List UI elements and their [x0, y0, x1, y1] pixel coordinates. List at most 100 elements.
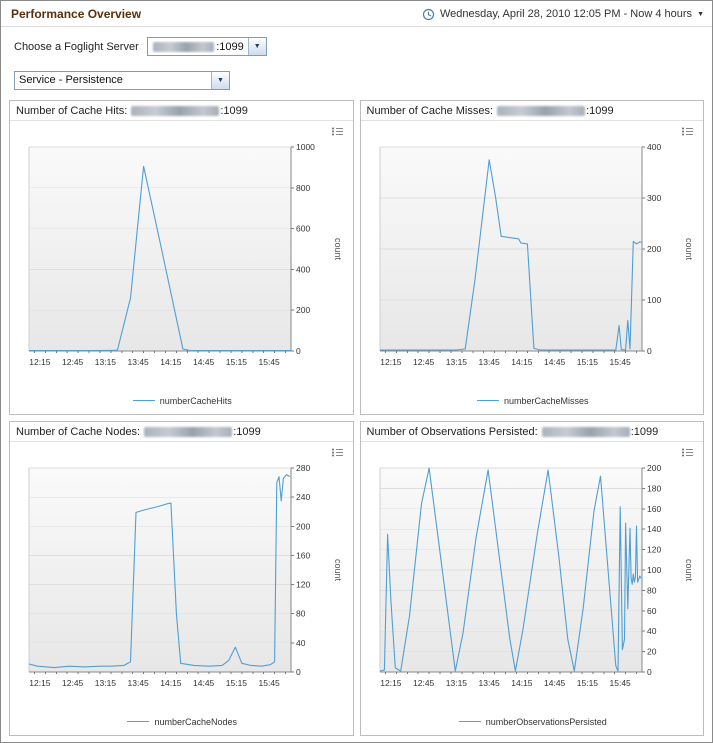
server-combobox-value: :1099	[148, 41, 248, 53]
panel-cache-hits: Number of Cache Hits: :1099 0 200 400 600 80…	[9, 99, 354, 415]
clock-icon	[422, 8, 435, 21]
svg-text:1000: 1000	[296, 142, 315, 152]
server-combobox[interactable]: :1099 ▼	[146, 37, 267, 56]
legend-label: numberCacheNodes	[154, 716, 238, 727]
panel-cache-nodes: Number of Cache Nodes: :1099 0 40 80 120 160…	[9, 420, 354, 736]
redacted-server-name	[131, 105, 220, 116]
redacted-server-name	[541, 426, 630, 437]
redacted-server-name	[144, 426, 233, 437]
chart-menu-icon[interactable]	[331, 447, 344, 458]
svg-text:160: 160	[296, 550, 310, 560]
svg-text:0: 0	[647, 346, 652, 356]
svg-text:14:15: 14:15	[511, 357, 533, 367]
panel-title-text: Number of Cache Hits:	[16, 104, 128, 117]
redacted-server-name	[152, 41, 215, 52]
server-combobox-caret-icon[interactable]: ▼	[247, 38, 266, 55]
svg-text:12:45: 12:45	[413, 678, 435, 688]
legend-line-icon	[127, 721, 150, 722]
legend-label: numberCacheHits	[159, 395, 232, 406]
legend-label: numberCacheMisses	[503, 395, 589, 406]
panel-title-text: Number of Observations Persisted:	[366, 425, 538, 438]
chart-legend: numberCacheNodes	[14, 716, 351, 733]
svg-text:40: 40	[647, 626, 657, 636]
svg-text:13:45: 13:45	[128, 678, 150, 688]
panel-title: Number of Cache Hits: :1099	[10, 101, 353, 121]
svg-text:120: 120	[296, 579, 310, 589]
svg-text:60: 60	[647, 605, 657, 615]
legend-line-icon	[458, 721, 481, 722]
svg-text:12:45: 12:45	[62, 678, 84, 688]
svg-text:13:15: 13:15	[95, 678, 117, 688]
service-selector-row: Service - Persistence ▼	[1, 58, 712, 96]
svg-text:15:15: 15:15	[226, 678, 248, 688]
server-port-suffix: :1099	[216, 40, 244, 53]
panel-body: 0 40 80 120 160 200 240 280 12:15 12:45 13:15 13:45…	[10, 442, 353, 735]
chart-menu-icon[interactable]	[681, 126, 694, 137]
svg-text:80: 80	[647, 585, 657, 595]
svg-text:400: 400	[296, 264, 310, 274]
service-combobox-caret-icon[interactable]: ▼	[211, 71, 229, 89]
svg-text:15:45: 15:45	[609, 678, 631, 688]
time-range-caret-icon: ▼	[697, 10, 704, 18]
svg-text:100: 100	[647, 565, 661, 575]
svg-text:20: 20	[647, 646, 657, 656]
svg-text:200: 200	[647, 463, 661, 473]
charts-grid: Number of Cache Hits: :1099 0 200 400 600 80…	[1, 96, 712, 743]
svg-text:15:45: 15:45	[259, 357, 281, 367]
svg-text:15:45: 15:45	[609, 357, 631, 367]
svg-text:13:15: 13:15	[446, 357, 468, 367]
svg-text:count: count	[684, 237, 694, 260]
svg-text:280: 280	[296, 463, 310, 473]
cache-nodes-chart: 0 40 80 120 160 200 240 280 12:15 12:45 13:15 13:45…	[28, 463, 343, 688]
svg-text:40: 40	[296, 637, 306, 647]
redacted-server-name	[497, 105, 586, 116]
page-title: Performance Overview	[11, 7, 142, 21]
cache-hits-chart: 0 200 400 600 800 1000 12:15 12:45 13:15 13:45 14:…	[28, 142, 343, 367]
service-combobox-value: Service - Persistence	[19, 74, 123, 86]
svg-text:13:15: 13:15	[95, 357, 117, 367]
svg-text:200: 200	[296, 305, 310, 315]
chart-menu-icon[interactable]	[681, 447, 694, 458]
observations-persisted-chart: 0 20 40 60 80 100 120 140 160 180 200 12:15 12:45 13:…	[379, 463, 694, 688]
svg-text:200: 200	[647, 244, 661, 254]
svg-text:15:45: 15:45	[259, 678, 281, 688]
panel-title: Number of Observations Persisted: :1099	[360, 422, 703, 442]
svg-text:count: count	[333, 558, 343, 581]
svg-text:count: count	[333, 237, 343, 260]
svg-text:15:15: 15:15	[577, 357, 599, 367]
svg-text:12:15: 12:15	[30, 357, 52, 367]
server-selector-row: Choose a Foglight Server :1099 ▼	[1, 27, 712, 58]
svg-text:160: 160	[647, 503, 661, 513]
svg-text:14:45: 14:45	[544, 678, 566, 688]
svg-text:240: 240	[296, 492, 310, 502]
cache-misses-chart: 0 100 200 300 400 12:15 12:45 13:15 13:45 14:15 14…	[379, 142, 694, 367]
panel-title-port: :1099	[220, 104, 248, 117]
svg-text:80: 80	[296, 608, 306, 618]
svg-text:400: 400	[647, 142, 661, 152]
panel-cache-misses: Number of Cache Misses: :1099 0 100 200 300…	[359, 99, 704, 415]
svg-text:15:15: 15:15	[226, 357, 248, 367]
svg-text:12:15: 12:15	[30, 678, 52, 688]
svg-text:0: 0	[647, 667, 652, 677]
panel-title: Number of Cache Misses: :1099	[360, 101, 703, 121]
chart-menu-icon[interactable]	[331, 126, 344, 137]
panel-body: 0 20 40 60 80 100 120 140 160 180 200 12:15 12:45 13:…	[361, 442, 704, 735]
svg-text:120: 120	[647, 544, 661, 554]
panel-body: 0 100 200 300 400 12:15 12:45 13:15 13:45 14:15 14…	[361, 121, 704, 414]
svg-text:14:15: 14:15	[161, 357, 183, 367]
svg-text:13:45: 13:45	[128, 357, 150, 367]
svg-text:12:15: 12:15	[380, 678, 402, 688]
panel-title: Number of Cache Nodes: :1099	[10, 422, 353, 442]
service-combobox[interactable]: Service - Persistence ▼	[14, 70, 230, 90]
svg-text:180: 180	[647, 483, 661, 493]
time-range-control[interactable]: Wednesday, April 28, 2010 12:05 PM - Now…	[422, 8, 704, 21]
svg-text:15:15: 15:15	[577, 678, 599, 688]
legend-line-icon	[476, 400, 499, 401]
svg-text:200: 200	[296, 521, 310, 531]
svg-text:count: count	[684, 558, 694, 581]
legend-label: numberObservationsPersisted	[485, 716, 607, 727]
chart-legend: numberCacheMisses	[365, 395, 702, 412]
panel-observations-persisted: Number of Observations Persisted: :1099 …	[359, 420, 704, 736]
panel-title-port: :1099	[630, 425, 659, 438]
